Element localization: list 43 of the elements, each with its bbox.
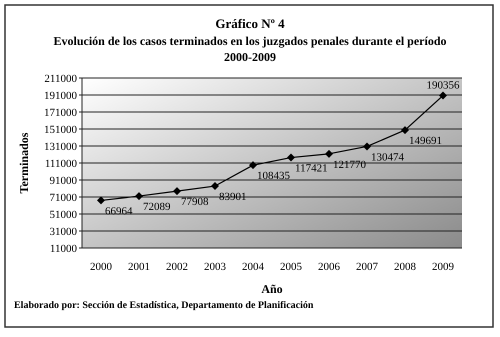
point <box>135 192 143 200</box>
data-label: 108435 <box>257 170 290 182</box>
point <box>401 126 409 134</box>
data-label: 149691 <box>409 135 442 148</box>
y-tick-label: 151000 <box>44 124 78 136</box>
x-tick-label: 2001 <box>128 261 150 273</box>
y-tick-label: 131000 <box>44 141 78 153</box>
x-tick-label: 2004 <box>242 261 264 273</box>
point <box>325 150 333 158</box>
point <box>439 92 447 100</box>
data-label: 190356 <box>426 80 460 92</box>
y-tick-label: 211000 <box>44 73 78 85</box>
y-tick-label: 191000 <box>44 90 78 102</box>
point <box>287 154 295 162</box>
x-tick-label: 2005 <box>280 261 302 273</box>
chart-subtitle: Evolución de los casos terminados en los juzgados penales durante el período 2000-2009 <box>53 34 447 64</box>
point <box>363 142 371 150</box>
point <box>97 196 105 204</box>
y-tick-label: 171000 <box>44 107 78 119</box>
x-axis-title: Año <box>261 282 283 296</box>
x-tick-label: 2008 <box>394 261 416 273</box>
chart-title: Gráfico Nº 4 <box>215 16 286 31</box>
data-label: 117421 <box>295 162 328 175</box>
y-axis-title: Terminados <box>17 132 31 194</box>
y-tick-label: 71000 <box>50 192 78 204</box>
y-tick-label: 91000 <box>50 175 78 187</box>
x-tick-label: 2009 <box>432 261 454 273</box>
point <box>173 187 181 196</box>
point <box>249 161 257 170</box>
y-tick-label: 11000 <box>50 243 78 255</box>
x-tick-label: 2000 <box>90 261 112 273</box>
y-tick-label: 51000 <box>50 209 78 221</box>
y-tick-label: 31000 <box>50 226 78 238</box>
x-tick-label: 2007 <box>356 261 378 273</box>
text: Elaborado por: Sección de Estadística, Departamento de Planificación <box>14 300 314 311</box>
data-label: 72089 <box>143 201 171 214</box>
x-tick-label: 2006 <box>318 261 340 273</box>
data-label: 130474 <box>371 151 404 164</box>
x-tick-label: 2003 <box>204 261 226 273</box>
data-label: 77908 <box>181 196 209 208</box>
y-tick-label: 111000 <box>44 158 78 170</box>
point <box>211 182 219 190</box>
x-tick-label: 2002 <box>166 261 188 273</box>
